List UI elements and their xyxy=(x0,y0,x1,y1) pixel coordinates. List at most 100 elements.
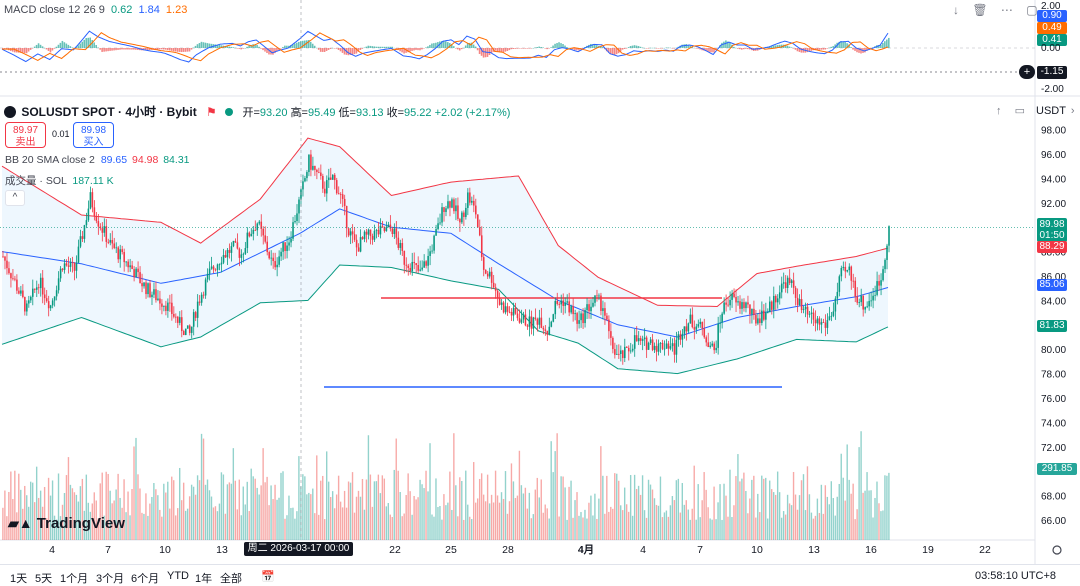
candle xyxy=(614,349,616,355)
macd-histogram-bar xyxy=(156,48,159,50)
volume-bar xyxy=(71,488,74,540)
clock-timezone[interactable]: 03:58:10 UTC+8 xyxy=(975,570,1057,582)
candle xyxy=(167,302,169,311)
macd-histogram-bar xyxy=(667,47,670,49)
volume-bar xyxy=(318,514,320,540)
volume-bar xyxy=(731,517,733,540)
volume-bar xyxy=(699,517,701,540)
macd-histogram-bar xyxy=(528,48,531,49)
candle xyxy=(343,198,346,206)
candle xyxy=(508,311,511,313)
maximize-icon[interactable]: ▢ xyxy=(1026,3,1038,17)
macd-histogram-bar xyxy=(431,43,433,48)
volume-bar xyxy=(508,501,511,540)
macd-histogram-bar xyxy=(325,48,328,51)
range-3m[interactable]: 3个月 xyxy=(96,573,125,585)
macd-histogram-bar xyxy=(661,48,664,49)
symbol-title[interactable]: SOLUSDT SPOT · 4小时 · Bybit xyxy=(21,105,197,119)
add-icon[interactable]: + xyxy=(1019,65,1035,79)
macd-histogram-bar xyxy=(685,44,687,48)
candle xyxy=(818,318,821,325)
range-1y[interactable]: 1年 xyxy=(195,573,213,585)
macd-histogram-bar xyxy=(806,48,809,53)
arrow-up-icon[interactable]: ↑ xyxy=(996,105,1002,117)
volume-bar xyxy=(87,502,90,540)
candle xyxy=(564,302,566,306)
volume-bar xyxy=(826,496,829,540)
candle xyxy=(441,207,443,223)
volume-bar xyxy=(200,433,203,540)
macd-histogram-bar xyxy=(452,46,455,48)
screen-icon[interactable]: ▭ xyxy=(1014,105,1025,117)
volume-bar xyxy=(210,496,213,540)
volume-bar xyxy=(375,481,378,540)
volume-bar xyxy=(250,468,252,540)
macd-histogram-bar xyxy=(488,48,491,55)
macd-histogram-bar xyxy=(234,47,237,49)
macd-histogram-bar xyxy=(369,45,372,48)
buy-button[interactable]: 89.98 买入 xyxy=(73,122,114,148)
candle xyxy=(786,277,789,288)
volume-bar xyxy=(276,499,278,540)
candle xyxy=(89,192,92,209)
delete-icon[interactable]: 🗑 xyxy=(972,3,988,17)
macd-histogram-bar xyxy=(250,44,252,48)
macd-histogram-bar xyxy=(202,42,205,48)
candle xyxy=(218,264,221,266)
volume-bar xyxy=(459,477,461,540)
volume-bar xyxy=(75,494,78,540)
candle xyxy=(415,263,417,265)
macd-histogram-bar xyxy=(351,48,354,55)
candle xyxy=(337,193,340,195)
macd-histogram-bar xyxy=(613,48,616,56)
collapse-legend-button[interactable]: ^ xyxy=(5,190,25,206)
volume-bar xyxy=(870,490,872,540)
macd-histogram-bar xyxy=(464,45,467,48)
sell-button[interactable]: 89.97 卖出 xyxy=(5,122,46,148)
currency-label[interactable]: USDT xyxy=(1036,105,1066,117)
candle xyxy=(876,281,878,295)
tradingview-logo[interactable]: ▰▲ TradingView xyxy=(8,515,125,532)
macd-histogram-bar xyxy=(260,48,262,49)
volume-bar xyxy=(347,481,350,540)
candle xyxy=(163,305,165,307)
candle xyxy=(161,303,163,307)
range-1m[interactable]: 1个月 xyxy=(60,573,89,585)
macd-histogram-bar xyxy=(790,47,793,48)
macd-histogram-bar xyxy=(166,48,169,51)
volume-bar xyxy=(546,508,548,540)
candle xyxy=(431,250,433,252)
calendar-icon[interactable]: 📅 xyxy=(261,571,275,583)
macd-histogram-bar xyxy=(609,48,612,55)
candle xyxy=(772,295,775,310)
range-ytd[interactable]: YTD xyxy=(167,570,189,582)
candle xyxy=(486,273,489,277)
more-icon[interactable]: ⋯ xyxy=(1000,3,1013,17)
candle xyxy=(796,297,799,305)
candle xyxy=(125,261,127,263)
volume-bar xyxy=(506,513,509,540)
macd-histogram-bar xyxy=(504,48,507,52)
volume-bar xyxy=(278,497,280,540)
currency-dropdown-icon[interactable]: › xyxy=(1070,105,1075,117)
volume-bar xyxy=(383,478,386,540)
candle xyxy=(459,218,461,223)
range-all[interactable]: 全部 xyxy=(220,573,242,585)
macd-histogram-bar xyxy=(846,43,848,48)
candle xyxy=(182,331,185,336)
candle xyxy=(131,265,133,270)
candle xyxy=(421,267,423,270)
candle xyxy=(355,239,358,248)
range-6m[interactable]: 6个月 xyxy=(131,573,160,585)
macd-histogram-bar xyxy=(127,48,129,50)
volume-bar xyxy=(530,518,533,540)
volume-bar xyxy=(715,519,717,540)
candle xyxy=(57,278,60,291)
range-5d[interactable]: 5天 xyxy=(35,573,53,585)
volume-bar xyxy=(657,505,660,540)
volume-bar xyxy=(308,492,310,540)
move-down-icon[interactable]: ↓ xyxy=(953,3,959,17)
candle xyxy=(677,334,680,340)
range-1d[interactable]: 1天 xyxy=(10,573,28,585)
